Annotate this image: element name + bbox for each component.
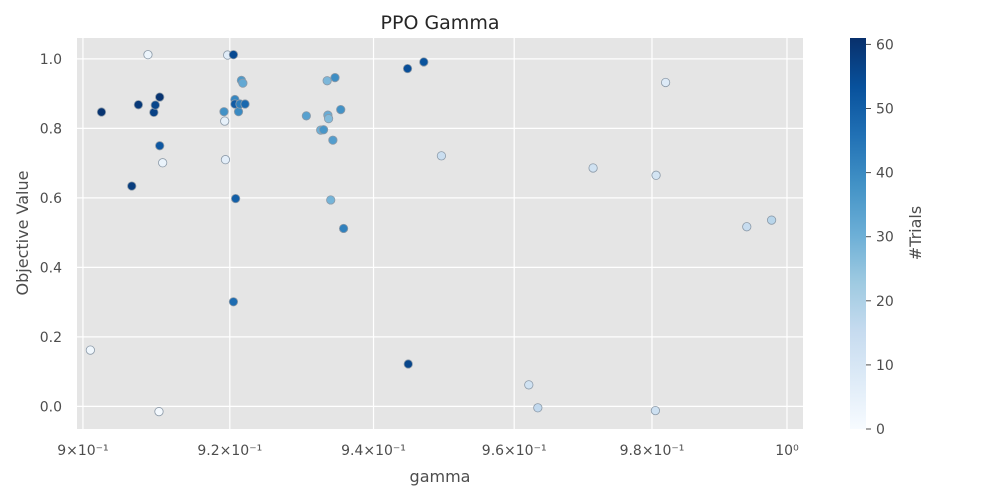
data-point: [228, 50, 239, 60]
colorbar-ticks: 0 10 20 30 40 50 60: [866, 37, 894, 438]
data-point: [419, 57, 429, 67]
colorbar-tick-label: 30: [876, 230, 894, 246]
data-point: [588, 163, 598, 173]
colorbar-tick-label: 40: [876, 166, 894, 182]
y-tick-label: 0.4: [40, 260, 62, 276]
data-point: [158, 158, 168, 168]
colorbar-tick-label: 10: [876, 358, 894, 374]
data-point: [228, 297, 239, 307]
data-point: [326, 195, 336, 205]
x-tick-label: 9×10⁻¹: [57, 443, 108, 459]
data-point: [651, 170, 661, 180]
x-tick-label: 9.4×10⁻¹: [341, 443, 406, 459]
data-point: [150, 100, 160, 110]
x-tick-label: 9.6×10⁻¹: [482, 443, 547, 459]
data-point: [233, 107, 244, 117]
y-tick-label: 0.2: [40, 330, 62, 346]
data-point: [133, 100, 143, 110]
colorbar-label: #Trials: [906, 206, 925, 260]
data-point: [127, 181, 137, 191]
data-point: [231, 193, 241, 204]
data-point: [436, 151, 447, 161]
data-point: [322, 76, 332, 86]
y-axis-ticks: 0.0 0.2 0.4 0.6 0.8 1.0: [40, 52, 62, 416]
data-point: [301, 111, 311, 121]
data-point: [742, 222, 752, 232]
x-tick-label: 9.8×10⁻¹: [620, 443, 685, 459]
data-point: [328, 135, 338, 145]
data-point: [219, 107, 229, 117]
data-point: [220, 155, 231, 165]
x-axis-ticks: 9×10⁻¹ 9.2×10⁻¹ 9.4×10⁻¹ 9.6×10⁻¹ 9.8×10⁻¹ 10…: [57, 443, 799, 459]
data-point: [338, 223, 349, 234]
data-point: [85, 345, 95, 355]
data-point: [240, 99, 250, 109]
colorbar-tick-label: 0: [876, 422, 885, 438]
data-point: [154, 407, 164, 417]
data-point: [336, 104, 346, 115]
data-points: [85, 50, 777, 417]
data-point: [766, 215, 777, 225]
colorbar-tick-label: 50: [876, 102, 894, 118]
data-point: [661, 77, 671, 88]
x-tick-label: 10⁰: [775, 443, 799, 459]
chart-title: PPO Gamma: [381, 12, 500, 34]
data-point: [155, 141, 165, 151]
grid: [77, 38, 803, 429]
data-point: [524, 380, 534, 390]
x-tick-label: 9.2×10⁻¹: [197, 443, 262, 459]
data-point: [533, 403, 543, 413]
y-tick-label: 0.0: [40, 399, 62, 415]
plot-area: [77, 38, 803, 429]
colorbar-tick-label: 20: [876, 294, 894, 310]
y-tick-label: 1.0: [40, 52, 62, 68]
data-point: [402, 63, 413, 74]
x-axis-label: gamma: [410, 467, 471, 486]
data-point: [650, 405, 660, 416]
data-point: [96, 107, 107, 117]
y-tick-label: 0.8: [40, 121, 62, 137]
data-point: [318, 125, 329, 135]
data-point: [330, 73, 340, 83]
y-tick-label: 0.6: [40, 191, 62, 207]
colorbar-tick-label: 60: [876, 37, 894, 53]
data-point: [238, 78, 248, 88]
data-point: [143, 50, 153, 60]
data-point: [403, 359, 413, 369]
data-point: [220, 116, 230, 126]
data-point: [155, 92, 165, 102]
data-point: [323, 114, 334, 124]
colorbar: [850, 38, 866, 429]
y-axis-label: Objective Value: [13, 171, 32, 296]
